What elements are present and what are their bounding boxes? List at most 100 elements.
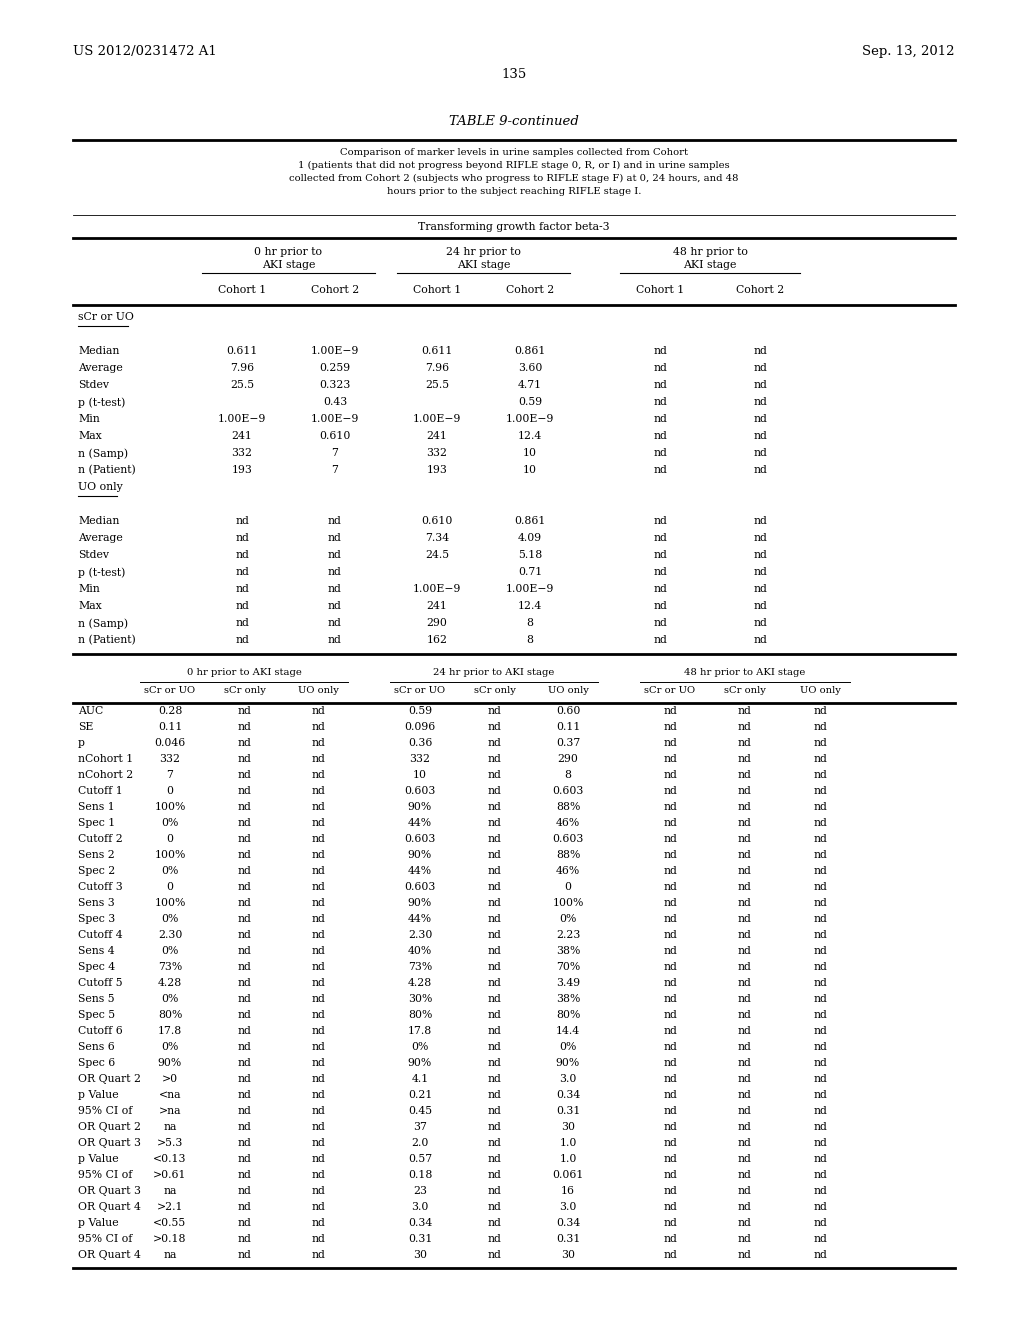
Text: nd: nd <box>311 1026 325 1036</box>
Text: nd: nd <box>738 1250 752 1261</box>
Text: 0.323: 0.323 <box>319 380 350 389</box>
Text: US 2012/0231472 A1: US 2012/0231472 A1 <box>73 45 217 58</box>
Text: Comparison of marker levels in urine samples collected from Cohort: Comparison of marker levels in urine sam… <box>340 148 688 157</box>
Text: 73%: 73% <box>158 962 182 972</box>
Text: >5.3: >5.3 <box>157 1138 183 1148</box>
Text: 0 hr prior to: 0 hr prior to <box>255 247 323 257</box>
Text: 8: 8 <box>526 618 534 628</box>
Text: nd: nd <box>311 1218 325 1228</box>
Text: 0: 0 <box>167 882 173 892</box>
Text: nd: nd <box>238 1170 252 1180</box>
Text: 0.45: 0.45 <box>408 1106 432 1115</box>
Text: 7: 7 <box>167 770 173 780</box>
Text: >0.61: >0.61 <box>154 1170 186 1180</box>
Text: nd: nd <box>488 898 502 908</box>
Text: 95% CI of: 95% CI of <box>78 1170 132 1180</box>
Text: 0.34: 0.34 <box>556 1218 581 1228</box>
Text: nd: nd <box>664 785 677 796</box>
Text: nd: nd <box>236 550 249 560</box>
Text: Min: Min <box>78 414 99 424</box>
Text: nd: nd <box>664 706 677 715</box>
Text: nd: nd <box>664 1074 677 1084</box>
Text: nd: nd <box>753 550 767 560</box>
Text: 90%: 90% <box>408 850 432 861</box>
Text: Sens 3: Sens 3 <box>78 898 115 908</box>
Text: nd: nd <box>738 882 752 892</box>
Text: nd: nd <box>488 946 502 956</box>
Text: 290: 290 <box>557 754 579 764</box>
Text: Max: Max <box>78 432 101 441</box>
Text: nd: nd <box>488 1154 502 1164</box>
Text: nd: nd <box>488 931 502 940</box>
Text: 38%: 38% <box>556 946 581 956</box>
Text: 30%: 30% <box>408 994 432 1005</box>
Text: n (Samp): n (Samp) <box>78 618 128 628</box>
Text: n (Patient): n (Patient) <box>78 635 136 645</box>
Text: SE: SE <box>78 722 93 733</box>
Text: nd: nd <box>813 962 827 972</box>
Text: 0.18: 0.18 <box>408 1170 432 1180</box>
Text: 100%: 100% <box>155 803 185 812</box>
Text: nd: nd <box>236 635 249 645</box>
Text: nd: nd <box>813 722 827 733</box>
Text: 0.11: 0.11 <box>158 722 182 733</box>
Text: Spec 2: Spec 2 <box>78 866 116 876</box>
Text: UO only: UO only <box>548 686 589 696</box>
Text: nd: nd <box>311 1234 325 1243</box>
Text: nCohort 2: nCohort 2 <box>78 770 133 780</box>
Text: sCr only: sCr only <box>224 686 266 696</box>
Text: 0.603: 0.603 <box>404 834 435 843</box>
Text: nd: nd <box>488 1203 502 1212</box>
Text: 0.71: 0.71 <box>518 568 542 577</box>
Text: nd: nd <box>311 962 325 972</box>
Text: Sens 1: Sens 1 <box>78 803 115 812</box>
Text: nd: nd <box>664 882 677 892</box>
Text: p Value: p Value <box>78 1218 119 1228</box>
Text: hours prior to the subject reaching RIFLE stage I.: hours prior to the subject reaching RIFL… <box>387 187 641 195</box>
Text: 332: 332 <box>231 447 253 458</box>
Text: 30: 30 <box>413 1250 427 1261</box>
Text: nd: nd <box>311 706 325 715</box>
Text: nd: nd <box>311 1185 325 1196</box>
Text: 4.71: 4.71 <box>518 380 542 389</box>
Text: nd: nd <box>813 1203 827 1212</box>
Text: 80%: 80% <box>408 1010 432 1020</box>
Text: 0: 0 <box>167 834 173 843</box>
Text: nd: nd <box>311 931 325 940</box>
Text: nd: nd <box>238 1026 252 1036</box>
Text: nd: nd <box>813 1074 827 1084</box>
Text: 0.31: 0.31 <box>556 1106 581 1115</box>
Text: Stdev: Stdev <box>78 550 109 560</box>
Text: nd: nd <box>753 583 767 594</box>
Text: Cutoff 5: Cutoff 5 <box>78 978 123 987</box>
Text: 40%: 40% <box>408 946 432 956</box>
Text: nd: nd <box>664 738 677 748</box>
Text: Spec 3: Spec 3 <box>78 913 116 924</box>
Text: 37: 37 <box>413 1122 427 1133</box>
Text: nd: nd <box>488 1250 502 1261</box>
Text: <0.55: <0.55 <box>154 1218 186 1228</box>
Text: nd: nd <box>238 1218 252 1228</box>
Text: nd: nd <box>753 601 767 611</box>
Text: nd: nd <box>653 346 667 356</box>
Text: nd: nd <box>653 583 667 594</box>
Text: nd: nd <box>813 1059 827 1068</box>
Text: nd: nd <box>488 818 502 828</box>
Text: nd: nd <box>238 770 252 780</box>
Text: nd: nd <box>238 1250 252 1261</box>
Text: 0.31: 0.31 <box>408 1234 432 1243</box>
Text: 48 hr prior to AKI stage: 48 hr prior to AKI stage <box>684 668 806 677</box>
Text: nd: nd <box>738 770 752 780</box>
Text: 3.60: 3.60 <box>518 363 542 374</box>
Text: nd: nd <box>813 1138 827 1148</box>
Text: 100%: 100% <box>155 898 185 908</box>
Text: nd: nd <box>813 1250 827 1261</box>
Text: 100%: 100% <box>155 850 185 861</box>
Text: nd: nd <box>328 550 342 560</box>
Text: nd: nd <box>664 866 677 876</box>
Text: nd: nd <box>738 1170 752 1180</box>
Text: <na: <na <box>159 1090 181 1100</box>
Text: nd: nd <box>238 1090 252 1100</box>
Text: nd: nd <box>238 1138 252 1148</box>
Text: nd: nd <box>653 533 667 543</box>
